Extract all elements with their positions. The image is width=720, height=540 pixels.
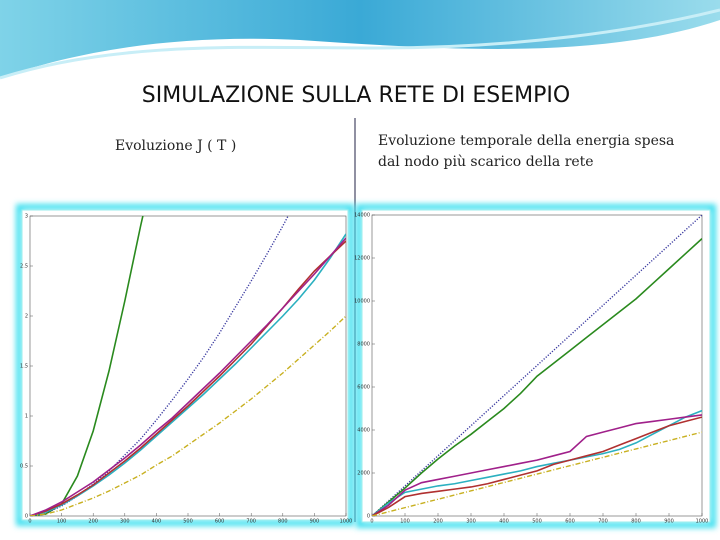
y-tick-label: 2.5 xyxy=(20,264,28,270)
x-tick-label: 200 xyxy=(433,519,443,525)
y-tick-label: 10000 xyxy=(354,299,370,305)
y-tick-label: 0 xyxy=(367,514,370,520)
x-tick-label: 700 xyxy=(598,519,608,525)
x-tick-label: 1000 xyxy=(696,519,709,525)
x-tick-label: 0 xyxy=(28,519,31,525)
x-tick-label: 900 xyxy=(310,519,320,525)
y-tick-label: 0 xyxy=(25,514,28,520)
y-tick-label: 4000 xyxy=(357,428,370,434)
y-tick-label: 2000 xyxy=(357,471,370,477)
y-tick-label: 1 xyxy=(25,414,28,420)
data-line xyxy=(30,216,289,516)
chart-title: Evoluzione temporale della energia spesa xyxy=(378,133,674,149)
data-line xyxy=(372,414,702,516)
x-tick-label: 800 xyxy=(278,519,288,525)
y-tick-label: 6000 xyxy=(357,385,370,391)
x-tick-label: 300 xyxy=(466,519,476,525)
chart-frame xyxy=(16,204,354,526)
chart-title: dal nodo più scarico della rete xyxy=(378,154,594,170)
x-tick-label: 400 xyxy=(152,519,162,525)
x-tick-label: 100 xyxy=(57,519,67,525)
y-tick-label: 0.5 xyxy=(20,464,28,470)
header-stripe xyxy=(0,8,720,80)
y-tick-label: 2 xyxy=(25,314,28,320)
x-tick-label: 1000 xyxy=(340,519,353,525)
header-wave xyxy=(0,0,720,78)
chart-title: Evoluzione J ( T ) xyxy=(115,138,236,154)
data-line xyxy=(30,240,346,516)
data-line xyxy=(30,216,144,516)
data-line xyxy=(372,416,702,516)
x-tick-label: 700 xyxy=(246,519,256,525)
x-tick-label: 500 xyxy=(532,519,542,525)
x-tick-label: 300 xyxy=(120,519,130,525)
x-tick-label: 500 xyxy=(183,519,193,525)
data-line xyxy=(372,409,702,516)
x-tick-label: 600 xyxy=(565,519,575,525)
y-tick-label: 3 xyxy=(25,214,28,220)
x-tick-label: 0 xyxy=(370,519,373,525)
data-line xyxy=(372,238,702,516)
data-line xyxy=(30,315,346,516)
x-tick-label: 600 xyxy=(215,519,225,525)
data-line xyxy=(372,431,702,516)
x-tick-label: 400 xyxy=(499,519,509,525)
plot-area xyxy=(29,215,347,517)
y-tick-label: 14000 xyxy=(354,213,370,219)
x-tick-label: 200 xyxy=(88,519,98,525)
chart-frame xyxy=(356,204,716,528)
y-tick-label: 12000 xyxy=(354,256,370,262)
data-line xyxy=(30,233,346,516)
x-tick-label: 900 xyxy=(664,519,674,525)
slide-title: SIMULAZIONE SULLA RETE DI ESEMPIO xyxy=(142,83,570,108)
x-tick-label: 800 xyxy=(631,519,641,525)
y-tick-label: 8000 xyxy=(357,342,370,348)
data-line xyxy=(30,237,346,516)
y-tick-label: 1.5 xyxy=(20,364,28,370)
x-tick-label: 100 xyxy=(400,519,410,525)
